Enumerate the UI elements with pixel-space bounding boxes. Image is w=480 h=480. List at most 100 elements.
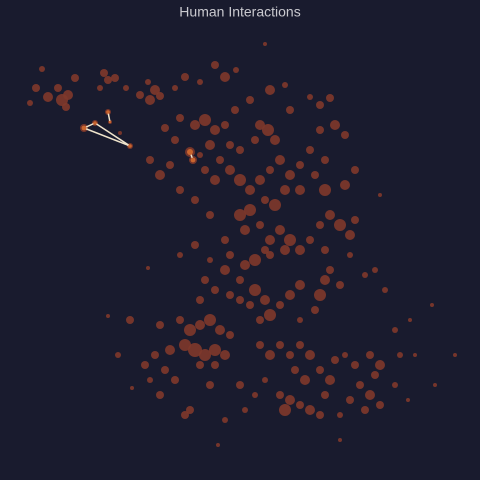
node — [188, 343, 202, 357]
edge-node — [128, 144, 132, 148]
node — [265, 350, 275, 360]
node — [392, 382, 398, 388]
node — [256, 221, 264, 229]
node — [260, 295, 270, 305]
node — [205, 140, 215, 150]
edge-node — [93, 121, 97, 125]
node — [197, 79, 203, 85]
node — [145, 79, 151, 85]
node — [295, 280, 305, 290]
node — [330, 120, 340, 130]
edge-node — [106, 110, 110, 114]
node — [226, 331, 234, 339]
node — [191, 196, 199, 204]
node — [406, 398, 410, 402]
node — [172, 85, 178, 91]
node — [206, 381, 214, 389]
node — [204, 314, 216, 326]
node — [231, 106, 239, 114]
node — [314, 289, 326, 301]
node — [256, 341, 264, 349]
node — [210, 125, 220, 135]
node — [104, 76, 112, 84]
node — [280, 185, 290, 195]
node — [179, 339, 191, 351]
node — [338, 438, 342, 442]
node — [176, 316, 184, 324]
node — [236, 381, 244, 389]
node — [392, 327, 398, 333]
node — [295, 245, 305, 255]
node — [316, 101, 324, 109]
node — [240, 225, 250, 235]
node — [123, 85, 129, 91]
node — [361, 406, 369, 414]
node — [255, 120, 265, 130]
node — [216, 156, 224, 164]
node — [296, 401, 304, 409]
node — [201, 166, 209, 174]
node — [351, 361, 359, 369]
node — [126, 316, 134, 324]
node — [181, 73, 189, 81]
node — [190, 120, 200, 130]
node — [100, 69, 108, 77]
node — [54, 84, 62, 92]
node — [265, 235, 275, 245]
node — [341, 131, 349, 139]
node — [306, 236, 314, 244]
node — [319, 184, 331, 196]
edge — [94, 122, 131, 147]
node — [146, 266, 150, 270]
node — [234, 174, 246, 186]
node — [342, 352, 348, 358]
node — [245, 185, 255, 195]
node — [346, 396, 354, 404]
edge-node — [190, 157, 196, 163]
node — [236, 276, 244, 284]
node — [97, 85, 103, 91]
node — [306, 146, 314, 154]
node — [261, 246, 269, 254]
node — [321, 391, 329, 399]
node — [285, 290, 295, 300]
node — [270, 135, 280, 145]
node — [336, 281, 344, 289]
node — [206, 211, 214, 219]
node — [240, 260, 250, 270]
node — [199, 349, 211, 361]
node — [155, 170, 165, 180]
node — [199, 114, 211, 126]
node — [71, 74, 79, 82]
node — [191, 241, 199, 249]
node — [376, 401, 384, 409]
node — [226, 141, 234, 149]
node — [300, 375, 310, 385]
node — [279, 404, 291, 416]
node — [316, 126, 324, 134]
node — [233, 67, 239, 73]
node — [433, 383, 437, 387]
node — [234, 209, 246, 221]
node — [285, 170, 295, 180]
node — [118, 131, 122, 135]
node — [263, 42, 267, 46]
node — [186, 406, 194, 414]
node — [211, 286, 219, 294]
node — [408, 318, 412, 322]
node — [201, 276, 209, 284]
node — [255, 175, 265, 185]
node — [196, 296, 204, 304]
node — [266, 166, 274, 174]
node — [130, 386, 134, 390]
node — [321, 156, 329, 164]
node — [340, 180, 350, 190]
node — [177, 252, 183, 258]
node — [221, 121, 229, 129]
node — [326, 266, 334, 274]
node — [236, 146, 244, 154]
node — [276, 341, 284, 349]
node — [282, 82, 288, 88]
